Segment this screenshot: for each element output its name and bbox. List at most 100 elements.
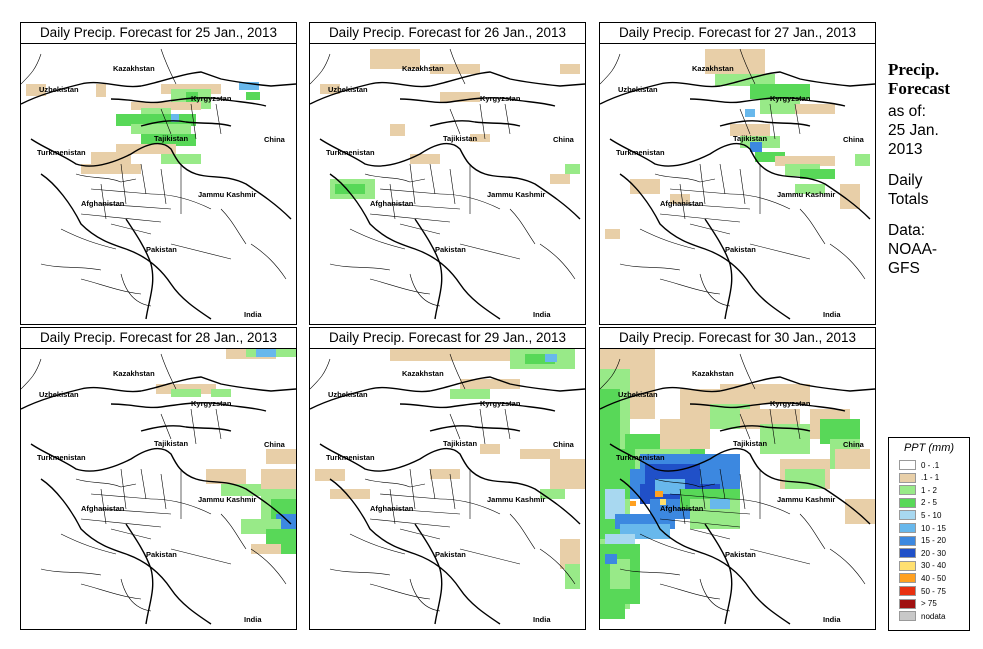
country-label-jammu-kashmir: Jammu Kashmir [198, 495, 256, 504]
country-border [689, 402, 846, 412]
precip-cell [370, 49, 420, 69]
map-canvas: Kazakhstan Uzbekistan Kyrgyzstan Tajikistan… [21, 48, 296, 320]
country-border [30, 443, 292, 525]
country-border [600, 376, 875, 410]
precip-cell [660, 419, 710, 449]
country-border [704, 218, 733, 320]
country-label-jammu-kashmir: Jammu Kashmir [487, 495, 545, 504]
precip-cell [116, 144, 176, 154]
precip-cell [131, 102, 201, 110]
country-label-jammu-kashmir: Jammu Kashmir [777, 495, 835, 504]
country-border [110, 97, 267, 107]
legend-item: > 75 [899, 598, 937, 609]
country-label-china: China [553, 440, 575, 449]
country-label-india: India [823, 310, 841, 319]
precip-map: Kazakhstan Uzbekistan Kyrgyzstan Tajikistan… [20, 348, 297, 630]
forecast-panel-1: Daily Precip. Forecast for 25 Jan., 2013… [20, 22, 297, 325]
panel-title: Daily Precip. Forecast for 30 Jan., 2013 [599, 327, 876, 349]
precip-cell [131, 124, 191, 134]
country-border [319, 443, 581, 525]
country-label-afghanistan: Afghanistan [370, 504, 414, 513]
province-border [639, 498, 826, 555]
legend-item: 1 - 2 [899, 485, 937, 496]
country-label-pakistan: Pakistan [725, 550, 756, 559]
country-label-kyrgyzstan: Kyrgyzstan [480, 399, 521, 408]
country-label-kazakhstan: Kazakhstan [402, 369, 444, 378]
precip-cell [266, 449, 296, 464]
country-label-tajikistan: Tajikistan [733, 439, 767, 448]
precip-cell [315, 469, 345, 481]
precip-cell [795, 104, 835, 114]
country-label-china: China [843, 135, 865, 144]
totals-label: Totals [888, 191, 929, 208]
province-border [699, 548, 811, 612]
legend-label: nodata [921, 611, 946, 621]
country-border [329, 478, 501, 625]
province-border [75, 173, 172, 235]
data-source-1: NOAA- [888, 241, 938, 258]
country-label-pakistan: Pakistan [146, 245, 177, 254]
precip-cell [745, 109, 755, 117]
country-border [600, 71, 875, 105]
country-label-pakistan: Pakistan [725, 245, 756, 254]
precip-cell [670, 194, 690, 204]
map-canvas: Kazakhstan Uzbekistan Kyrgyzstan Tajikistan… [310, 349, 585, 625]
precip-cell [630, 501, 636, 506]
country-label-pakistan: Pakistan [146, 550, 177, 559]
country-label-tajikistan: Tajikistan [733, 134, 767, 143]
province-border [349, 193, 536, 250]
precip-cell [710, 499, 730, 509]
province-border [679, 468, 761, 525]
country-label-afghanistan: Afghanistan [660, 199, 704, 208]
legend-label: 30 - 40 [921, 561, 946, 571]
precip-cell [320, 84, 340, 94]
province-border [329, 243, 576, 295]
country-border [399, 402, 556, 412]
country-label-uzbekistan: Uzbekistan [328, 85, 368, 94]
province-border [409, 548, 521, 612]
legend-item: 10 - 15 [899, 523, 946, 533]
country-label-jammu-kashmir: Jammu Kashmir [487, 190, 545, 199]
precip-cell [560, 539, 580, 569]
precip-cell [800, 169, 835, 179]
country-border [310, 376, 585, 410]
legend-item: 40 - 50 [899, 573, 946, 584]
country-label-turkmenistan: Turkmenistan [616, 148, 665, 157]
precip-cell [550, 174, 570, 184]
country-border [125, 218, 154, 320]
precip-cell [730, 124, 770, 136]
precip-cell [430, 64, 480, 74]
precip-cell [26, 84, 46, 96]
precip-map: Kazakhstan Uzbekistan Kyrgyzstan Tajikistan… [309, 43, 586, 325]
country-label-tajikistan: Tajikistan [154, 134, 188, 143]
country-label-china: China [553, 135, 575, 144]
precip-cell [520, 449, 560, 459]
precip-cell [460, 379, 520, 389]
legend-label: 2 - 5 [921, 498, 938, 508]
legend-item: 50 - 75 [899, 586, 946, 596]
country-label-india: India [533, 615, 551, 624]
legend-label: 20 - 30 [921, 548, 946, 558]
legend-item: .1 - 1 [899, 472, 939, 483]
country-label-kyrgyzstan: Kyrgyzstan [770, 94, 811, 103]
precip-cell [450, 389, 490, 399]
as-of-label: as of: [888, 103, 926, 120]
country-label-tajikistan: Tajikistan [154, 439, 188, 448]
country-label-kazakhstan: Kazakhstan [113, 369, 155, 378]
country-label-china: China [264, 135, 286, 144]
country-border [110, 402, 267, 412]
country-label-uzbekistan: Uzbekistan [328, 390, 368, 399]
legend-item: 20 - 30 [899, 548, 946, 559]
forecast-panel-4: Daily Precip. Forecast for 28 Jan., 2013… [20, 327, 297, 630]
precip-cell [251, 544, 281, 554]
legend-item: 2 - 5 [899, 497, 938, 508]
country-label-kyrgyzstan: Kyrgyzstan [770, 399, 811, 408]
precip-cell [605, 489, 625, 519]
legend-swatch [899, 560, 916, 571]
country-border [719, 120, 811, 127]
province-border [389, 468, 471, 525]
province-border [654, 173, 751, 235]
country-label-turkmenistan: Turkmenistan [37, 148, 86, 157]
forecast-panel-3: Daily Precip. Forecast for 27 Jan., 2013… [599, 22, 876, 325]
precip-cell [855, 154, 870, 166]
